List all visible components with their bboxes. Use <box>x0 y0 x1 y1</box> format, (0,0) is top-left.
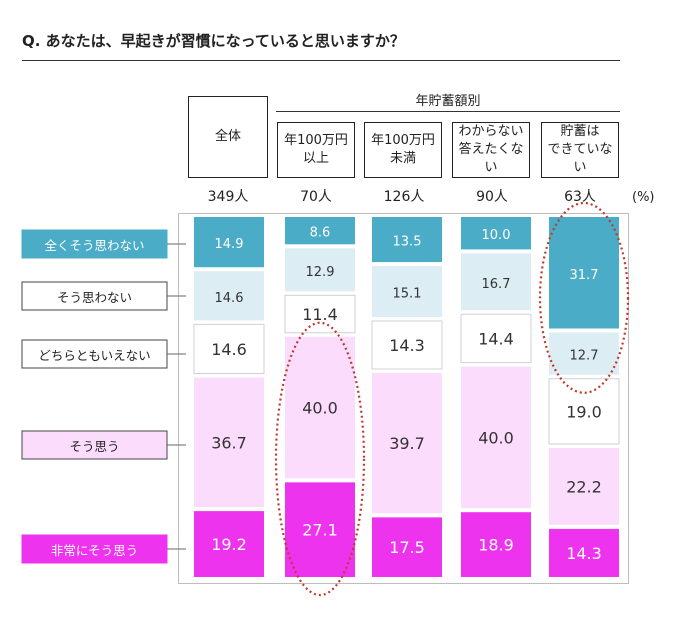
value-label-total-neutral: 14.6 <box>211 340 247 359</box>
value-label-total-strongly-agree: 19.2 <box>211 535 247 554</box>
legend-box-strongly-agree <box>21 534 168 564</box>
legend-disagree: そう思わない <box>56 289 132 305</box>
respondent-count-over-1m: 70人 <box>300 189 332 205</box>
legend-strongly-disagree: 全くそう思わない <box>44 237 145 253</box>
value-label-under-1m-agree: 39.7 <box>389 434 425 453</box>
highlight-ellipse-over-1m <box>274 321 366 597</box>
bar-under-1m-disagree <box>372 266 442 317</box>
value-label-under-1m-strongly-disagree: 13.5 <box>393 235 422 250</box>
value-label-over-1m-agree: 40.0 <box>302 399 338 418</box>
bar-unknown-neutral <box>460 313 532 364</box>
column-header-under-1m: 年100万円 未満 <box>364 122 442 178</box>
bar-over-1m-disagree <box>285 248 355 292</box>
value-label-under-1m-strongly-agree: 17.5 <box>389 538 425 557</box>
savings-group-header: 年貯蓄額別 <box>415 94 481 109</box>
column-header-unknown: わからない 答えたくない <box>452 122 530 178</box>
highlight-ellipse-no-savings <box>538 201 630 394</box>
bar-total-disagree <box>194 271 264 321</box>
bar-no-savings-strongly-disagree <box>549 217 619 329</box>
savings-group-rule <box>276 111 620 112</box>
bar-total-strongly-disagree <box>194 217 264 268</box>
column-header-total: 全体 <box>188 96 268 178</box>
value-label-total-agree: 36.7 <box>211 433 247 452</box>
value-label-over-1m-neutral: 11.4 <box>302 305 338 324</box>
respondent-count-unknown: 90人 <box>476 189 508 205</box>
plot-area-frame <box>178 213 629 584</box>
bar-total-agree <box>194 377 264 508</box>
value-label-no-savings-agree: 22.2 <box>566 477 602 496</box>
value-label-total-disagree: 14.6 <box>215 291 244 306</box>
value-label-under-1m-neutral: 14.3 <box>389 336 425 355</box>
question-title: Q. あなたは、早起きが習慣になっていると思いますか？ <box>22 32 405 50</box>
bar-unknown-disagree <box>461 253 531 311</box>
legend-neutral: どちらともいえない <box>38 347 151 363</box>
respondent-count-no-savings: 63人 <box>564 189 596 205</box>
bar-unknown-agree <box>461 366 531 509</box>
bar-no-savings-strongly-agree <box>549 528 619 577</box>
value-label-no-savings-neutral: 19.0 <box>566 402 602 421</box>
respondent-count-total: 349人 <box>207 189 249 205</box>
bar-under-1m-strongly-agree <box>372 517 442 577</box>
value-label-total-strongly-disagree: 14.9 <box>215 237 244 252</box>
bar-total-neutral <box>193 323 265 375</box>
value-label-no-savings-strongly-agree: 14.3 <box>566 544 602 563</box>
bar-unknown-strongly-disagree <box>461 217 531 250</box>
legend-agree: そう思う <box>69 438 120 454</box>
bar-under-1m-agree <box>372 373 442 514</box>
bar-unknown-strongly-agree <box>461 512 531 577</box>
bar-total-strongly-agree <box>194 511 264 577</box>
value-label-unknown-strongly-agree: 18.9 <box>478 536 514 555</box>
title-underline <box>22 60 620 61</box>
bar-under-1m-strongly-disagree <box>372 217 442 263</box>
value-label-over-1m-strongly-disagree: 8.6 <box>310 226 331 241</box>
bar-no-savings-disagree <box>549 332 619 375</box>
column-header-no-savings: 貯蓄は できていない <box>541 122 619 178</box>
value-label-no-savings-disagree: 12.7 <box>570 349 599 364</box>
value-label-unknown-strongly-disagree: 10.0 <box>482 228 511 243</box>
legend-strongly-agree: 非常にそう思う <box>50 542 139 558</box>
value-label-no-savings-strongly-disagree: 31.7 <box>570 268 599 283</box>
value-label-over-1m-strongly-agree: 27.1 <box>302 521 338 540</box>
bar-over-1m-neutral <box>284 294 356 334</box>
value-label-unknown-agree: 40.0 <box>478 428 514 447</box>
value-label-unknown-neutral: 14.4 <box>478 329 514 348</box>
value-label-over-1m-disagree: 12.9 <box>306 265 335 280</box>
bar-over-1m-strongly-disagree <box>285 217 355 245</box>
value-label-unknown-disagree: 16.7 <box>482 277 511 292</box>
bar-under-1m-neutral <box>371 320 443 370</box>
respondent-count-under-1m: 126人 <box>383 189 425 205</box>
bar-over-1m-strongly-agree <box>285 482 355 577</box>
legend-box-disagree <box>21 281 168 311</box>
value-label-under-1m-disagree: 15.1 <box>393 287 422 302</box>
bar-over-1m-agree <box>285 336 355 479</box>
percent-unit-label: (%) <box>632 190 655 205</box>
legend-box-neutral <box>21 339 168 369</box>
column-header-over-1m: 年100万円 以上 <box>277 122 355 178</box>
bar-no-savings-agree <box>549 448 619 525</box>
bar-no-savings-neutral <box>548 378 620 445</box>
